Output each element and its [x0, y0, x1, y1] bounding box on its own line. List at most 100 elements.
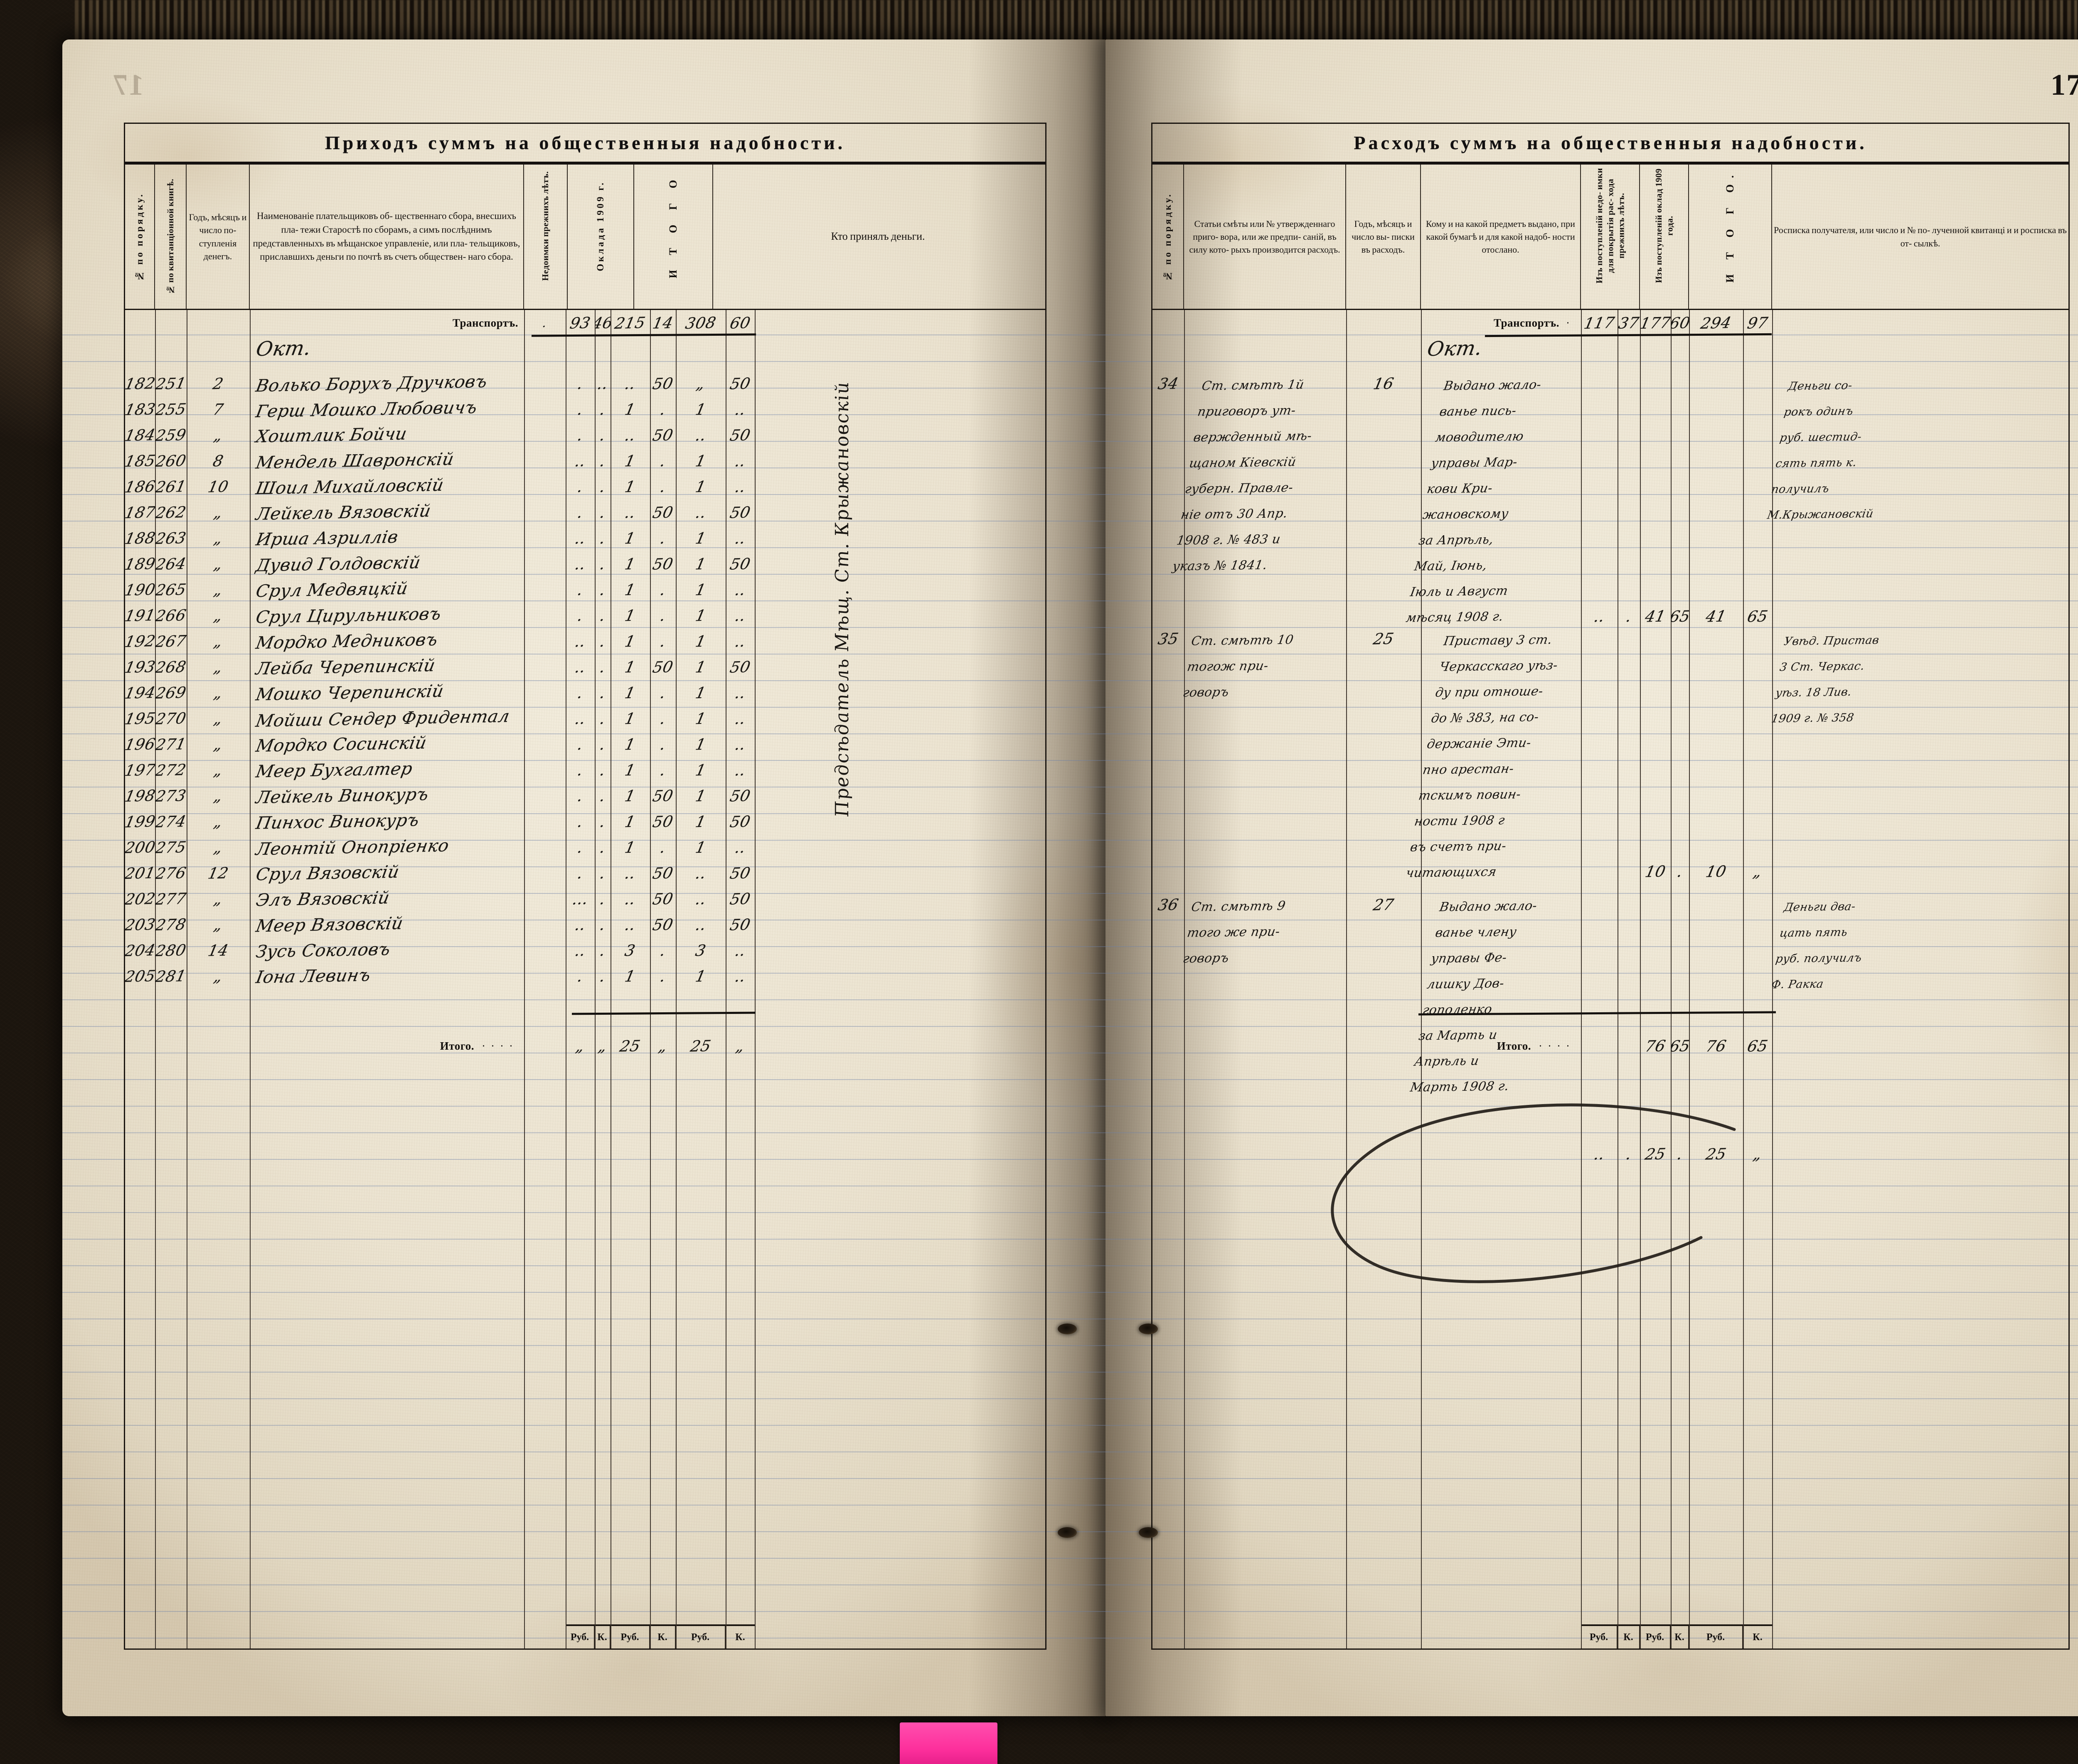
- income-cell-itogo-rub: 1: [676, 448, 726, 474]
- income-cell-itogo-rub: ..: [676, 912, 726, 937]
- income-row[interactable]: 196 271 „ Мордко Сосинскій.. 1. 1..: [125, 731, 1045, 757]
- exp-itogo-kop: 65: [1743, 603, 1772, 629]
- income-cell-itogo-rub: 1: [676, 603, 726, 628]
- income-row[interactable]: 192 267 „ Мордко Медниковъ... 1. 1..: [125, 628, 1045, 654]
- income-row[interactable]: 183 255 7 Герш Мошко Любовичъ.. 1. 1..: [125, 396, 1045, 422]
- income-banner: Приходъ суммъ на общественныя надобности…: [125, 124, 1045, 165]
- income-cell-oklad-kop: .: [650, 525, 676, 551]
- exp-total-oklad-kop: 65: [1671, 1037, 1689, 1055]
- exp-subhead-itogo-rub: Руб.: [1689, 1626, 1743, 1648]
- transport-arrears-kop: 46: [595, 314, 611, 332]
- income-cell-payer: Лейкель Вязовскій: [250, 499, 524, 525]
- income-cell-oklad-rub: 1: [611, 628, 650, 654]
- expense-receipt-text: Деньги два- цать пять руб. получилъ Ф. Р…: [1769, 892, 1986, 998]
- income-cell-arrears-kop: ..: [595, 371, 611, 396]
- income-cell-check: [524, 525, 566, 551]
- expense-amount-row: ... 41 65 41 65: [1152, 603, 2068, 629]
- income-cell-book: 277: [155, 886, 187, 912]
- income-cell-itogo-rub: ..: [676, 886, 726, 912]
- income-row[interactable]: 204 280 14 Зусь Соколовъ... 3. 3..: [125, 937, 1045, 963]
- income-cell-date: 8: [187, 448, 250, 474]
- income-cell-oklad-kop: .: [650, 963, 676, 989]
- expense-cell-itogo-kop: [1743, 626, 1772, 652]
- income-row[interactable]: 203 278 „ Меер Вязовскій..... 50.. 50: [125, 912, 1045, 937]
- income-cell-book: 259: [155, 422, 187, 448]
- income-row[interactable]: 199 274 „ Пинхос Винокуръ.. 1 50 1 50: [125, 809, 1045, 834]
- ink-flourish: [1331, 1103, 1736, 1283]
- pink-sticky-tab[interactable]: [900, 1722, 997, 1764]
- income-cell-check: [524, 628, 566, 654]
- exp-arrears-kop: [1618, 859, 1640, 884]
- expense-month-row: Окт.: [1152, 336, 2068, 362]
- income-row[interactable]: 198 273 „ Лейкель Винокуръ.. 1 50 1 50: [125, 783, 1045, 809]
- income-cell-arrears-rub: ..: [566, 551, 595, 577]
- income-row[interactable]: 186 261 10 Шоил Михайловскій.. 1. 1..: [125, 474, 1045, 499]
- income-row[interactable]: 187 262 „ Лейкель Вязовскій.... 50.. 50: [125, 499, 1045, 525]
- income-cell-oklad-rub: 1: [611, 396, 650, 422]
- expense-transport-label: Транспортъ.: [1494, 317, 1559, 330]
- income-cell-payer: Дувид Голдовскій: [250, 551, 524, 577]
- income-col-header-oklad: Оклада 1909 г.: [568, 165, 634, 309]
- income-row[interactable]: 189 264 „ Дувид Голдовскій... 1 50 1 50: [125, 551, 1045, 577]
- expense-cell-oklad-rub: [1640, 626, 1671, 652]
- transport-arrears-rub: 93: [568, 314, 592, 332]
- income-row[interactable]: 188 263 „ Ирша Азриллів... 1. 1..: [125, 525, 1045, 551]
- income-cell-book: 272: [155, 757, 187, 783]
- expense-cell-date: 27: [1346, 892, 1421, 918]
- income-row[interactable]: 195 270 „ Мойши Сендер Фридентал... 1. 1..: [125, 706, 1045, 731]
- income-row[interactable]: 202 277 „ Элъ Вязовскій...... 50.. 50: [125, 886, 1045, 912]
- income-cell-arrears-rub: .: [566, 499, 595, 525]
- income-row[interactable]: 194 269 „ Мошко Черепинскій.. 1. 1..: [125, 680, 1045, 706]
- income-cell-arrears-kop: .: [595, 757, 611, 783]
- income-row[interactable]: 184 259 „ Хоштлик Бойчи.... 50.. 50: [125, 422, 1045, 448]
- income-cell-check: [524, 422, 566, 448]
- income-cell-no: 182: [125, 371, 155, 396]
- income-row[interactable]: 197 272 „ Меер Бухгалтер.. 1. 1..: [125, 757, 1045, 783]
- expense-receipt-text: Деньги со- рокъ одинъ руб. шестид- сять …: [1765, 371, 1990, 529]
- expense-cell-itogo-rub: [1689, 371, 1743, 396]
- income-cell-itogo-kop: 50: [726, 912, 755, 937]
- income-cell-no: 200: [125, 834, 155, 860]
- income-row[interactable]: 190 265 „ Срул Медвяцкій.. 1. 1..: [125, 577, 1045, 603]
- income-cell-date: „: [187, 886, 250, 912]
- expense-transport-row: Транспортъ. · 117 37 177 60 294 97: [1152, 310, 2068, 336]
- income-cell-check: [524, 577, 566, 603]
- expense-cell-arrears-kop: [1618, 892, 1640, 918]
- expense-table: Расходъ суммъ на общественныя надобности…: [1151, 123, 2070, 1650]
- income-cell-oklad-kop: 50: [650, 371, 676, 396]
- expense-cell-no: 34: [1152, 371, 1184, 396]
- income-row[interactable]: 193 268 „ Лейба Черепинскій... 1 50 1 50: [125, 654, 1045, 680]
- income-cell-itogo-kop: ..: [726, 706, 755, 731]
- income-cell-date: 2: [187, 371, 250, 396]
- income-cell-check: [524, 937, 566, 963]
- income-cell-arrears-rub: .: [566, 731, 595, 757]
- subhead-itogo-kop: К.: [726, 1626, 755, 1648]
- income-row[interactable]: 182 251 2 Волько Борухъ Дручковъ..... 50 „ 50: [125, 371, 1045, 396]
- income-row[interactable]: 205 281 „ Іона Левинъ.. 1. 1..: [125, 963, 1045, 989]
- income-transport-label: Транспортъ.: [453, 317, 518, 330]
- income-cell-oklad-rub: 1: [611, 474, 650, 499]
- income-cell-payer: Волько Борухъ Дручковъ: [250, 371, 524, 396]
- income-cell-arrears-rub: .: [566, 834, 595, 860]
- income-cell-book: 260: [155, 448, 187, 474]
- income-cell-arrears-kop: .: [595, 860, 611, 886]
- income-cell-no: 203: [125, 912, 155, 937]
- income-cell-date: 10: [187, 474, 250, 499]
- income-cell-date: „: [187, 654, 250, 680]
- income-banner-text: Приходъ суммъ на общественныя надобности…: [325, 132, 845, 154]
- transport-oklad-rub: 215: [613, 314, 647, 332]
- punch-hole-top-right: [1139, 1324, 1158, 1334]
- income-total-arrears-rub: „: [574, 1037, 586, 1055]
- income-row[interactable]: 185 260 8 Мендель Шавронскій... 1. 1..: [125, 448, 1045, 474]
- income-cell-itogo-rub: 1: [676, 654, 726, 680]
- income-cell-book: 276: [155, 860, 187, 886]
- income-row[interactable]: 191 266 „ Срул Цирульниковъ.. 1. 1..: [125, 603, 1045, 628]
- income-cell-itogo-rub: 1: [676, 783, 726, 809]
- income-cell-payer: Мошко Черепинскій: [250, 680, 524, 706]
- income-row[interactable]: 201 276 12 Срул Вязовскій.... 50.. 50: [125, 860, 1045, 886]
- income-cell-payer: Мордко Медниковъ: [250, 628, 524, 654]
- income-row[interactable]: 200 275 „ Леонтій Онопріенко.. 1. 1..: [125, 834, 1045, 860]
- income-cell-no: 188: [125, 525, 155, 551]
- exp-transport-arrears-kop: 37: [1618, 314, 1640, 332]
- transport-itogo-rub: 308: [684, 314, 717, 332]
